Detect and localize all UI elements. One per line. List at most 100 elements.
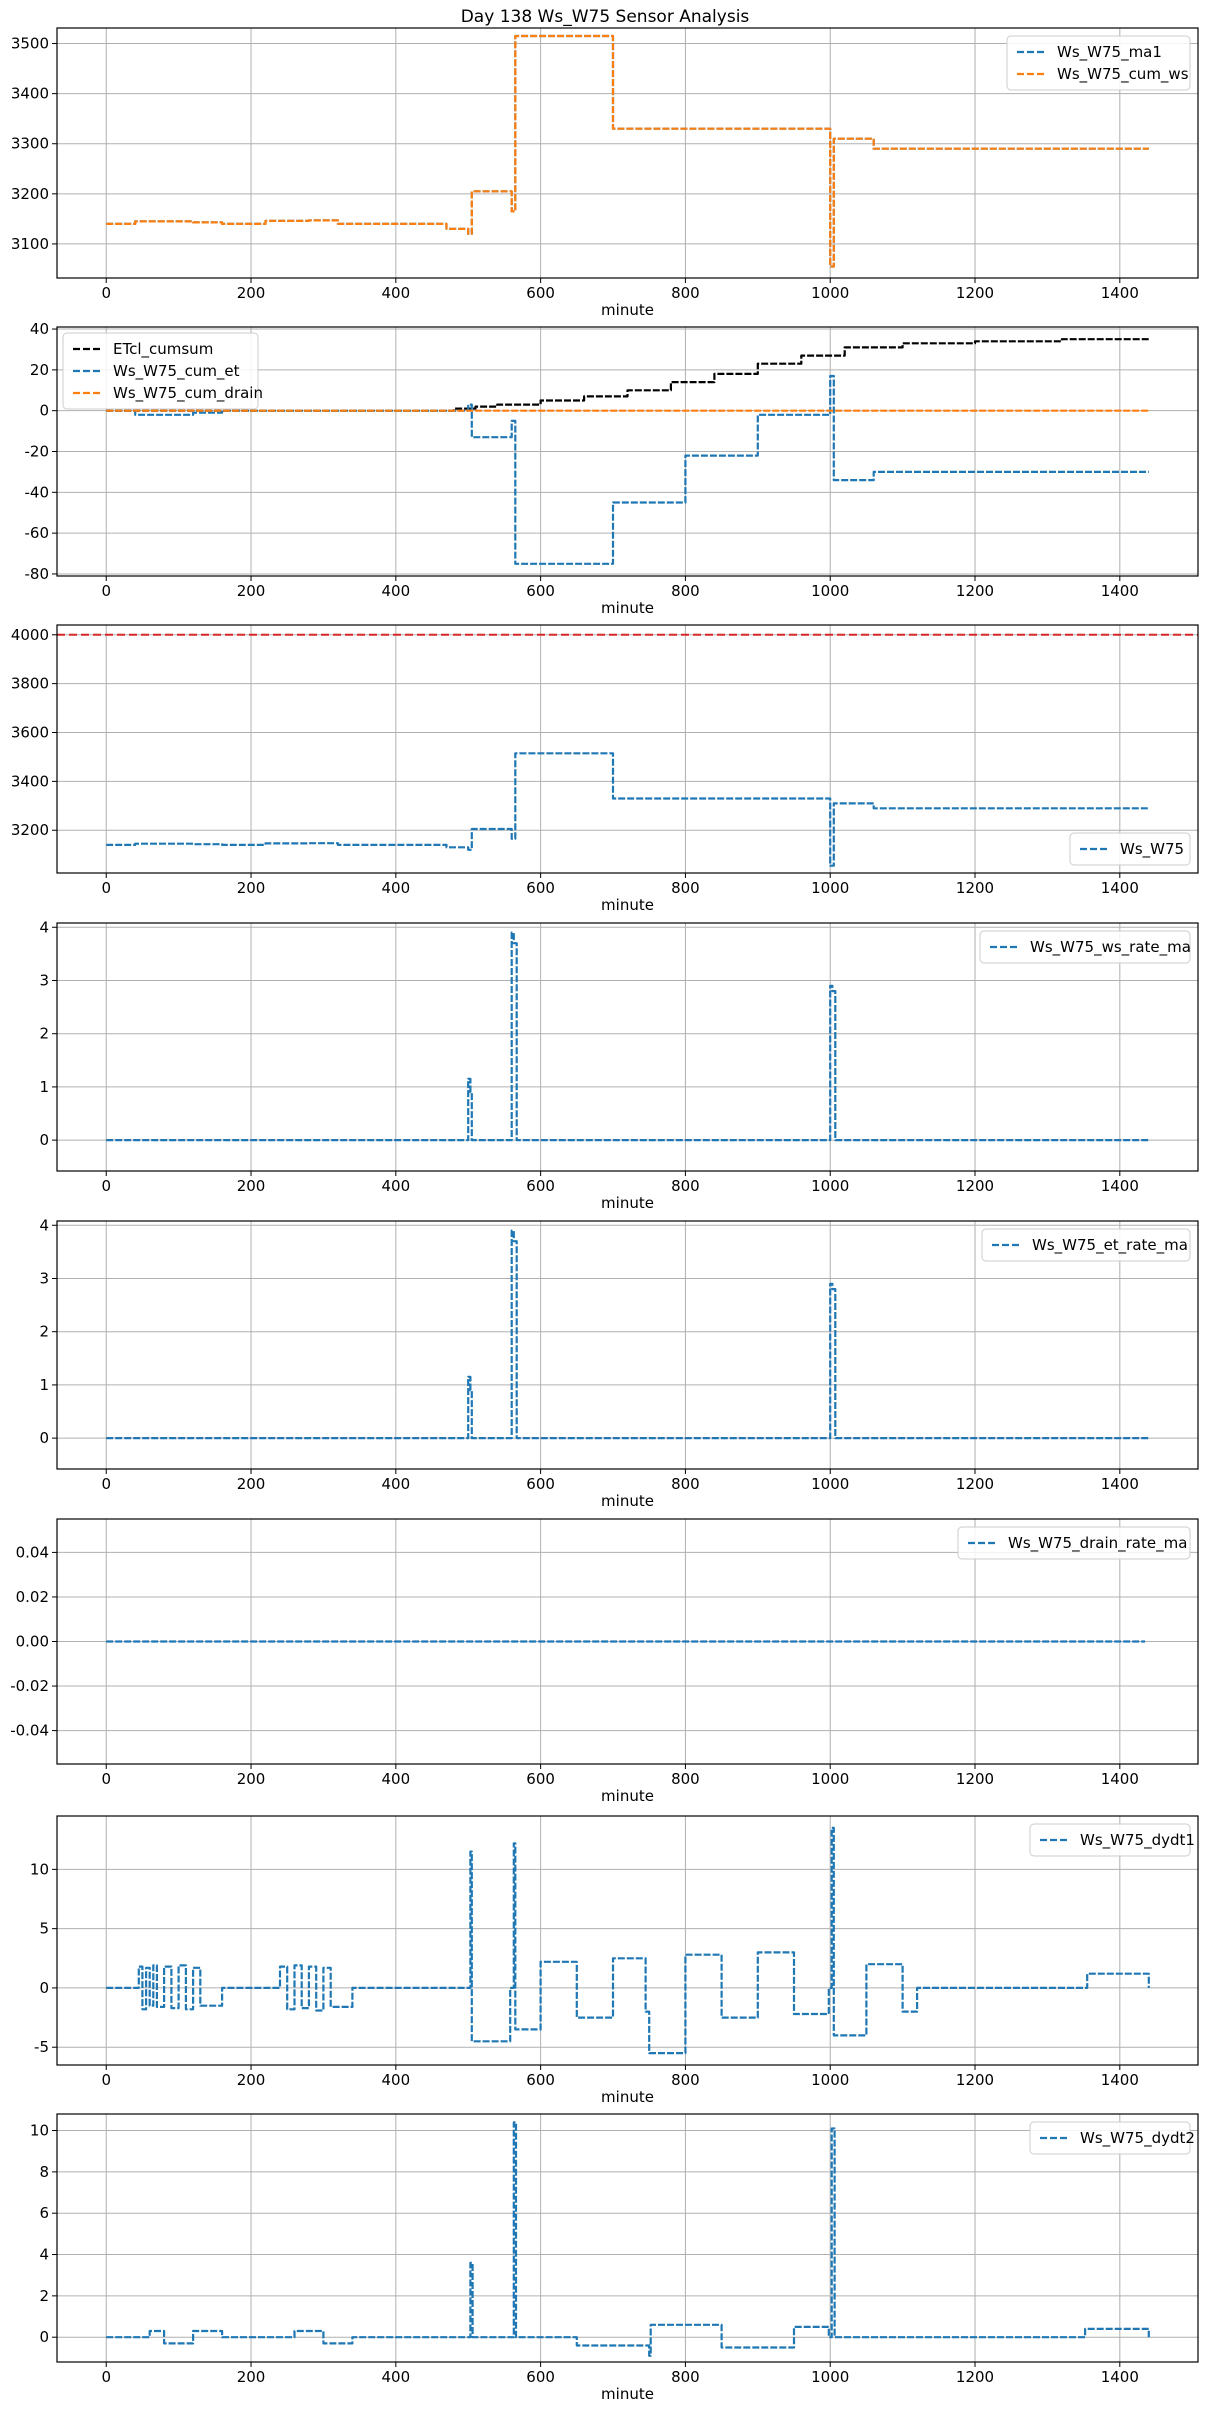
series-line-Ws_W75_cum_et bbox=[106, 374, 1149, 565]
series-group bbox=[106, 931, 1149, 1142]
y-tick-label: 4000 bbox=[11, 626, 49, 644]
y-tick-label: 3 bbox=[39, 1269, 49, 1287]
x-tick-label: 1400 bbox=[1101, 1770, 1139, 1788]
y-tick-label: 0.00 bbox=[16, 1633, 49, 1651]
y-tick-label: 3400 bbox=[11, 772, 49, 790]
y-tick-label: -0.04 bbox=[10, 1722, 49, 1740]
x-tick-label: 1200 bbox=[956, 284, 994, 302]
subplot-5: 0 200 400 600 800 1000 1200 1400 0 1 2 3 4 minute Ws_W… bbox=[39, 1216, 1199, 1510]
series-line-Ws_W75_dydt1 bbox=[106, 1826, 1150, 2055]
x-axis-label: minute bbox=[601, 1194, 654, 1212]
x-tick-label: 0 bbox=[101, 2368, 111, 2386]
legend-label: Ws_W75_et_rate_ma bbox=[1032, 1236, 1188, 1255]
x-tick-label: 800 bbox=[671, 2368, 700, 2386]
y-tick-label: 3100 bbox=[11, 235, 49, 253]
series-line-Ws_W75_ws_rate_ma bbox=[106, 931, 1149, 1142]
y-tick-label: 10 bbox=[30, 1860, 49, 1878]
x-tick-label: 800 bbox=[671, 1475, 700, 1493]
y-tick-label: 5 bbox=[39, 1920, 49, 1938]
y-tick-label: 6 bbox=[39, 2204, 49, 2222]
x-axis-label: minute bbox=[601, 1787, 654, 1805]
legend-box bbox=[957, 1526, 1191, 1560]
axes-frame bbox=[56, 922, 1199, 1172]
y-tick-label: 4 bbox=[39, 1216, 49, 1234]
x-tick-label: 600 bbox=[526, 2071, 555, 2089]
x-tick-label: 200 bbox=[237, 1177, 266, 1195]
y-tick-label: -80 bbox=[25, 565, 50, 583]
legend-label: Ws_W75 bbox=[1120, 840, 1184, 859]
x-tick-label: 1200 bbox=[956, 582, 994, 600]
subplot-4: 0 200 400 600 800 1000 1200 1400 0 1 2 3 4 minute Ws_W… bbox=[39, 918, 1199, 1212]
legend-box bbox=[1029, 1823, 1191, 1857]
x-tick-label: 0 bbox=[101, 582, 111, 600]
y-tick-label: 8 bbox=[39, 2163, 49, 2181]
legend-label: Ws_W75_cum_et bbox=[113, 362, 240, 381]
y-tick-label: 3 bbox=[39, 971, 49, 989]
legend: Ws_W75_dydt1 bbox=[1029, 1823, 1195, 1857]
x-axis-label: minute bbox=[601, 2385, 654, 2403]
series-group bbox=[106, 337, 1150, 565]
y-tick-label: 1 bbox=[39, 1376, 49, 1394]
x-tick-label: 1000 bbox=[811, 2368, 849, 2386]
series-group bbox=[106, 1229, 1149, 1440]
y-tick-label: -5 bbox=[34, 2038, 49, 2056]
x-tick-label: 1200 bbox=[956, 2071, 994, 2089]
y-tick-label: 4 bbox=[39, 2246, 49, 2264]
x-tick-label: 200 bbox=[237, 2368, 266, 2386]
x-tick-label: 200 bbox=[237, 582, 266, 600]
x-tick-label: 800 bbox=[671, 284, 700, 302]
x-axis-label: minute bbox=[601, 896, 654, 914]
x-tick-label: 1400 bbox=[1101, 284, 1139, 302]
y-tick-label: -40 bbox=[25, 483, 50, 501]
x-tick-label: 600 bbox=[526, 1177, 555, 1195]
x-tick-label: 800 bbox=[671, 1177, 700, 1195]
x-tick-label: 600 bbox=[526, 2368, 555, 2386]
x-tick-label: 400 bbox=[382, 284, 411, 302]
series-line-Ws_W75 bbox=[106, 752, 1149, 867]
y-tick-label: 0 bbox=[39, 402, 49, 420]
legend-box bbox=[62, 332, 259, 410]
y-tick-label: 3500 bbox=[11, 35, 49, 53]
y-tick-label: 0 bbox=[39, 2328, 49, 2346]
x-tick-label: 200 bbox=[237, 284, 266, 302]
x-tick-label: 800 bbox=[671, 879, 700, 897]
y-tick-label: 0 bbox=[39, 1979, 49, 1997]
legend-label: Ws_W75_ws_rate_ma bbox=[1030, 938, 1191, 957]
series-group bbox=[106, 2121, 1150, 2357]
subplot-8: 0 200 400 600 800 1000 1200 1400 0 2 4 6 8 10 minute Ws… bbox=[30, 2113, 1199, 2403]
legend: Ws_W75_et_rate_ma bbox=[981, 1228, 1191, 1262]
grid bbox=[57, 625, 1198, 873]
legend-box bbox=[1029, 2121, 1191, 2155]
x-tick-label: 1200 bbox=[956, 1770, 994, 1788]
subplot-1: 0 200 400 600 800 1000 1200 1400 3100 3200 3300 340… bbox=[11, 27, 1199, 319]
legend-label: ETcl_cumsum bbox=[113, 340, 213, 359]
series-line-Ws_W75_et_rate_ma bbox=[106, 1229, 1149, 1440]
x-tick-label: 0 bbox=[101, 284, 111, 302]
y-tick-label: 10 bbox=[30, 2122, 49, 2140]
x-tick-label: 400 bbox=[382, 1177, 411, 1195]
x-tick-label: 1400 bbox=[1101, 1475, 1139, 1493]
x-tick-label: 400 bbox=[382, 2071, 411, 2089]
y-tick-label: 3200 bbox=[11, 185, 49, 203]
series-line-Ws_W75_dydt2 bbox=[106, 2121, 1150, 2357]
y-tick-label: 0 bbox=[39, 1131, 49, 1149]
x-tick-label: 1200 bbox=[956, 879, 994, 897]
x-tick-label: 200 bbox=[237, 2071, 266, 2089]
x-tick-label: 400 bbox=[382, 879, 411, 897]
legend: Ws_W75_dydt2 bbox=[1029, 2121, 1195, 2155]
y-tick-label: 0 bbox=[39, 1429, 49, 1447]
x-tick-label: 0 bbox=[101, 2071, 111, 2089]
y-tick-label: 3200 bbox=[11, 821, 49, 839]
x-tick-label: 1400 bbox=[1101, 879, 1139, 897]
y-tick-label: 2 bbox=[39, 2287, 49, 2305]
y-tick-label: 1 bbox=[39, 1078, 49, 1096]
x-tick-label: 0 bbox=[101, 1475, 111, 1493]
legend-box bbox=[1006, 35, 1191, 91]
x-tick-label: 800 bbox=[671, 1770, 700, 1788]
legend-box bbox=[981, 1228, 1191, 1262]
series-line-ETcl_cumsum bbox=[106, 337, 1150, 412]
y-tick-label: -60 bbox=[25, 524, 50, 542]
x-tick-label: 600 bbox=[526, 1475, 555, 1493]
x-tick-label: 400 bbox=[382, 1770, 411, 1788]
